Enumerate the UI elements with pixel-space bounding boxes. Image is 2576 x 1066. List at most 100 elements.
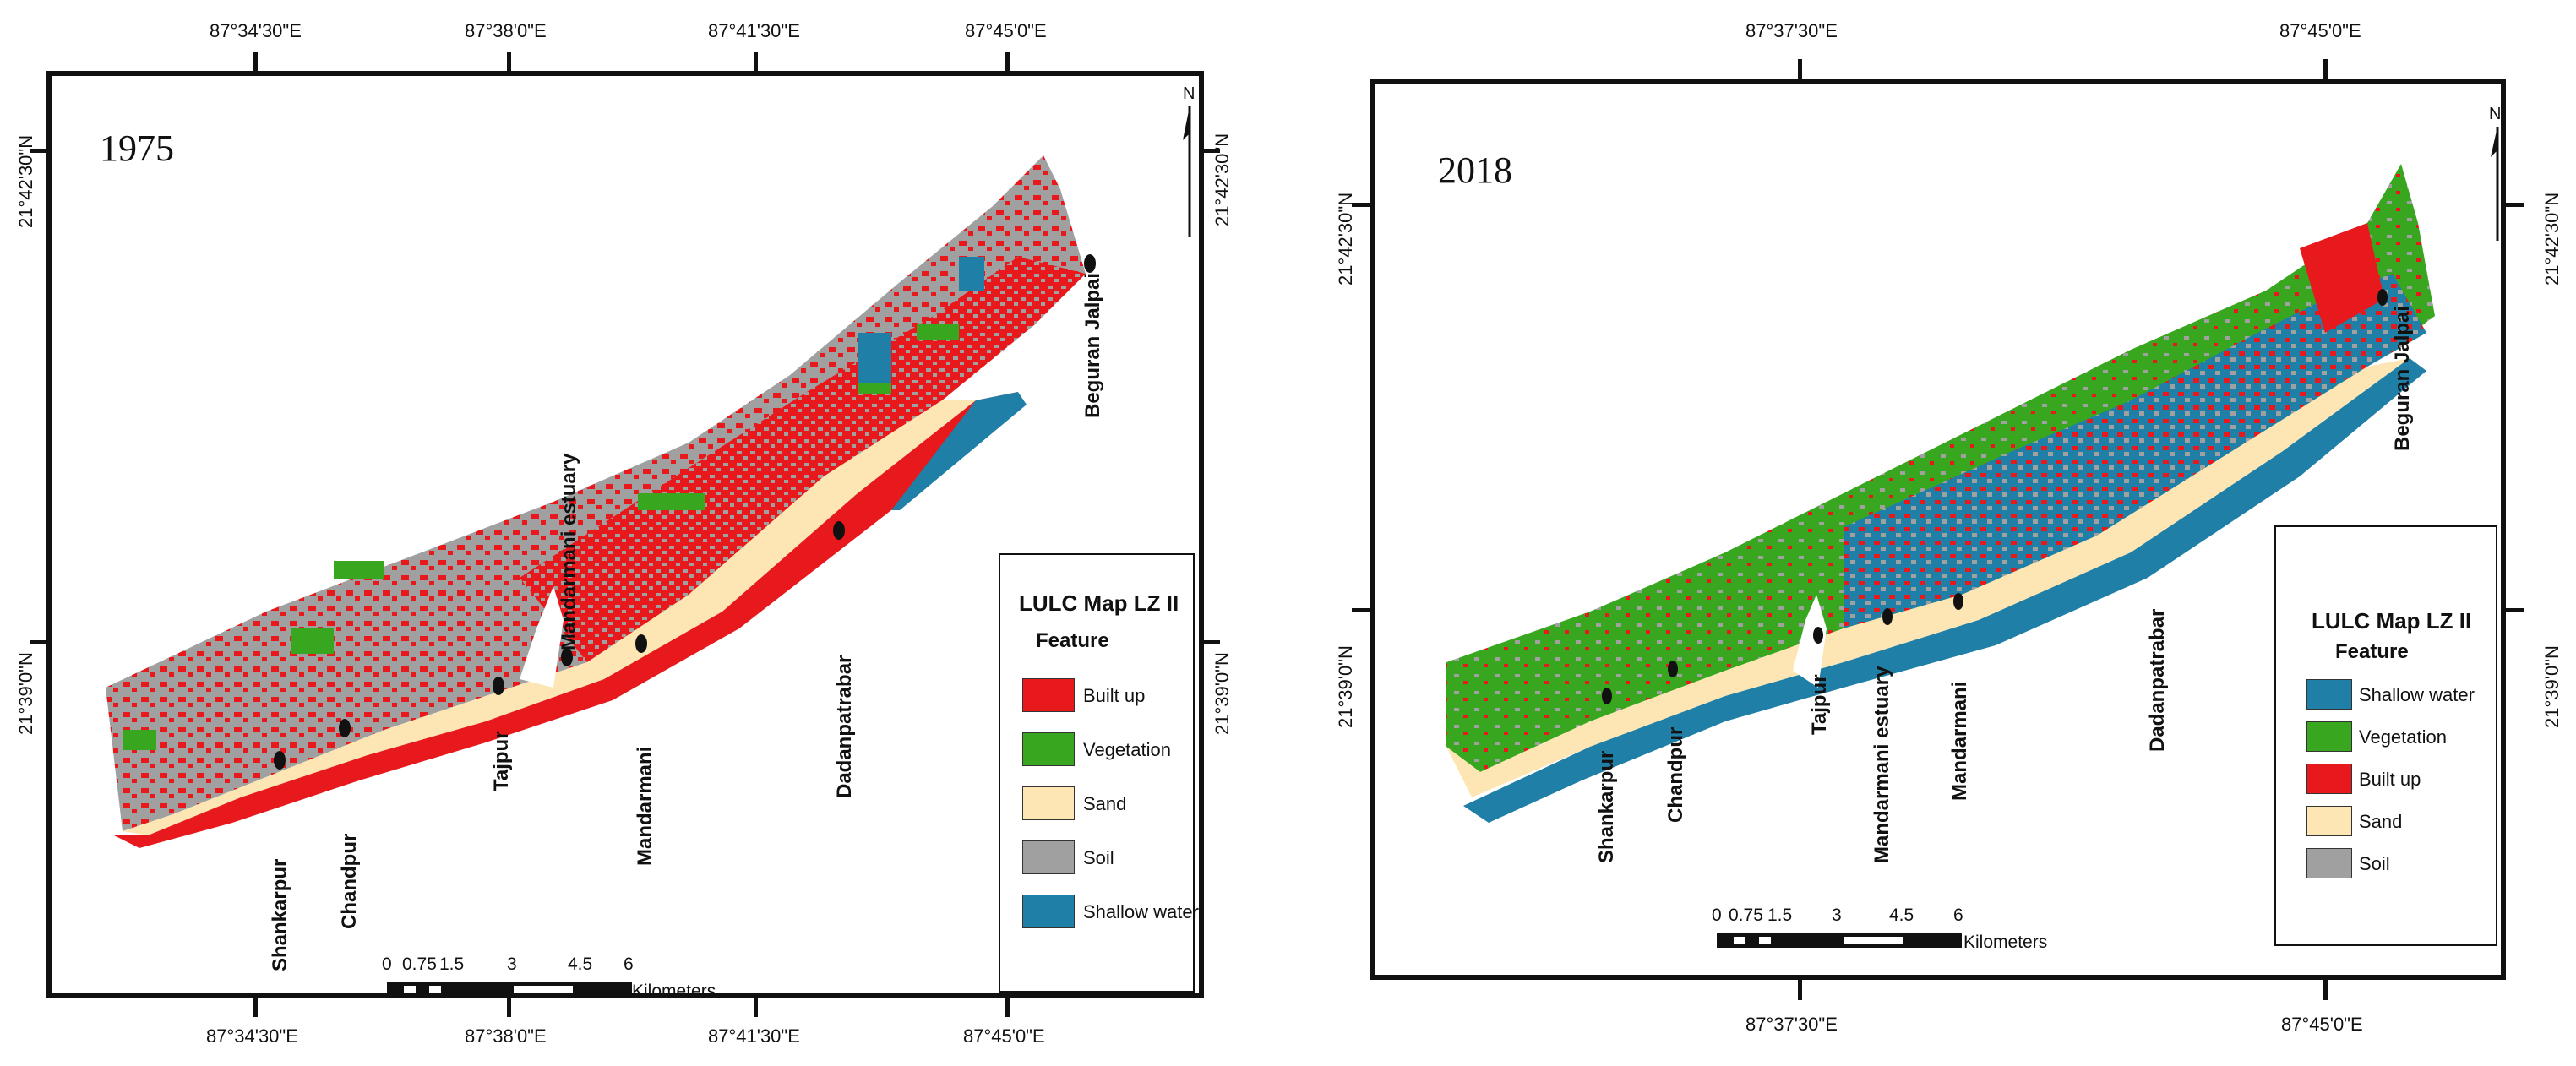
vegetation-patch — [917, 324, 959, 340]
tick-mark — [507, 997, 511, 1017]
tick-mark — [1005, 997, 1010, 1017]
tick-mark — [30, 640, 49, 644]
legend-label: Soil — [1083, 847, 1114, 868]
place-label: Dadanpatrabar — [2146, 608, 2169, 752]
legend-label: Sand — [2359, 811, 2403, 832]
land-map-2018 — [1446, 164, 2435, 823]
top-tick-label: 87°34'30"E — [210, 20, 302, 41]
legend-label: Sand — [1083, 793, 1127, 814]
bottom-tick-label: 87°45'0"E — [963, 1025, 1045, 1047]
place-label: Chandpur — [1664, 726, 1687, 823]
land-map-1975 — [106, 155, 1086, 848]
top-tick-label: 87°45'0"E — [2279, 20, 2361, 41]
bottom-tick-label: 87°38'0"E — [465, 1025, 547, 1047]
legend-swatch — [2306, 848, 2352, 878]
scale-tick: 0 — [382, 955, 392, 974]
place-marker — [274, 751, 286, 770]
legend-swatch — [2306, 806, 2352, 836]
tick-mark — [754, 52, 758, 73]
north-arrow-icon — [2491, 127, 2499, 241]
place-marker — [1953, 593, 1963, 610]
place-marker — [1668, 661, 1678, 677]
bottom-tick-label: 87°37'30"E — [1745, 1014, 1838, 1035]
top-tick-label: 87°37'30"E — [1745, 20, 1838, 41]
tick-mark — [754, 997, 758, 1017]
scale-tick: 4.5 — [1889, 906, 1914, 925]
north-arrow-icon — [1183, 106, 1191, 237]
legend-swatch — [1022, 840, 1075, 874]
legend-label: Shallow water — [1083, 901, 1199, 922]
tick-mark — [1798, 59, 1802, 81]
place-marker — [2377, 289, 2388, 306]
place-label: Mandarmani estuary — [1871, 666, 1893, 863]
vegetation-patch — [638, 493, 705, 510]
estuary — [520, 586, 564, 688]
scale-tick: 0.75 — [1729, 906, 1763, 925]
legend-swatch — [1022, 678, 1075, 712]
estuary — [1793, 595, 1827, 688]
place-markers-1975 — [274, 254, 1096, 770]
water-patch — [959, 257, 984, 291]
place-label: Tajpur — [1808, 674, 1831, 735]
legend-subtitle: Feature — [2335, 640, 2409, 663]
legend-label: Vegetation — [2359, 726, 2447, 748]
tick-mark — [2504, 203, 2524, 207]
water-patch — [858, 333, 891, 383]
scale-tick: 1.5 — [1767, 906, 1793, 925]
vegetation-patch — [123, 730, 156, 750]
legend-subtitle: Feature — [1036, 629, 1109, 652]
legend-label: Vegetation — [1083, 739, 1171, 760]
place-marker — [1084, 254, 1096, 273]
top-tick-label: 87°38'0"E — [465, 20, 547, 41]
scale-tick: 4.5 — [568, 955, 593, 974]
tick-mark — [1201, 640, 1220, 644]
place-marker — [1882, 608, 1893, 625]
tick-mark — [1201, 149, 1220, 153]
tick-mark — [507, 52, 511, 73]
legend-swatch — [1022, 786, 1075, 820]
place-marker — [833, 521, 845, 540]
place-marker — [339, 719, 351, 737]
legend-1975: LULC Map LZ II Feature Built up Vegetati… — [999, 553, 1199, 993]
place-marker — [1602, 688, 1612, 704]
tick-mark — [1798, 978, 1802, 1000]
water-strip — [1463, 358, 2426, 823]
legend-swatch — [2306, 764, 2352, 794]
tick-mark — [2323, 978, 2328, 1000]
place-label: Beguran Jalpai — [2391, 305, 2414, 451]
scale-unit: Kilometers — [632, 982, 716, 1001]
tick-mark — [2504, 608, 2524, 612]
legend-swatch — [1022, 732, 1075, 766]
tick-mark — [253, 997, 258, 1017]
tick-mark — [253, 52, 258, 73]
north-label: N — [2489, 105, 2502, 123]
vegetation-patch — [334, 561, 384, 579]
place-label: Mandarmani — [1948, 681, 1971, 801]
place-label: Shankarpur — [1595, 750, 1618, 863]
bottom-tick-label: 87°41'30"E — [708, 1025, 800, 1047]
tick-mark — [1352, 203, 1372, 207]
scale-bar — [387, 982, 632, 997]
legend-label: Built up — [1083, 685, 1146, 706]
place-marker — [493, 677, 504, 695]
tick-mark — [1005, 52, 1010, 73]
scale-tick: 6 — [1953, 906, 1963, 925]
map-year: 1975 — [100, 128, 174, 169]
scale-tick: 3 — [507, 955, 517, 974]
legend-swatch — [2306, 679, 2352, 710]
legend-2018: LULC Map LZ II Feature Shallow water Veg… — [2274, 525, 2497, 946]
sand-strip — [1446, 358, 2410, 797]
scale-tick: 3 — [1832, 906, 1842, 925]
sand-strip — [123, 400, 976, 835]
legend-title: LULC Map LZ II — [2312, 608, 2472, 634]
scale-tick: 6 — [624, 955, 634, 974]
place-marker — [635, 634, 647, 653]
water-edge — [891, 392, 1027, 510]
place-marker — [561, 648, 573, 666]
scale-tick: 0.75 — [402, 955, 437, 974]
tick-mark — [2323, 59, 2328, 81]
scale-tick: 0 — [1712, 906, 1722, 925]
tick-mark — [30, 149, 49, 153]
tick-mark — [1352, 608, 1372, 612]
